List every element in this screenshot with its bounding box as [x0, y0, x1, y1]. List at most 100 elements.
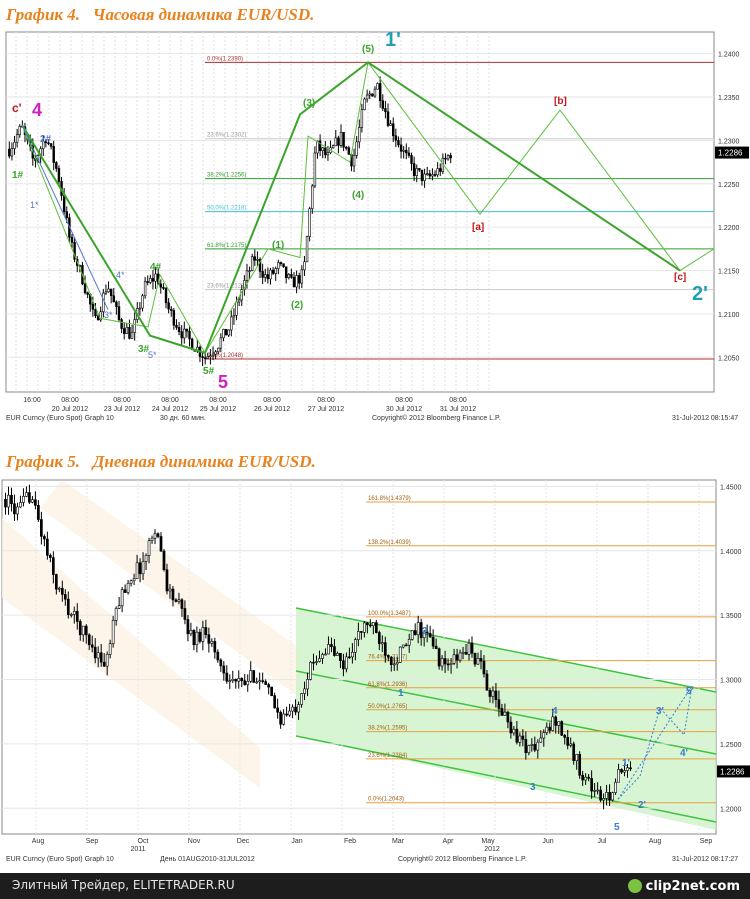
- candle-body: [330, 644, 333, 647]
- candle-body: [279, 711, 282, 725]
- candle-body: [279, 262, 283, 264]
- candle-body: [494, 690, 498, 701]
- candle-body: [222, 665, 226, 674]
- candle-body: [16, 506, 19, 515]
- candle-body: [334, 137, 337, 147]
- chart4-wave-label-g3: (3): [303, 98, 315, 109]
- candle-body: [290, 274, 293, 278]
- candle-body: [180, 599, 184, 609]
- candle-body: [112, 295, 115, 303]
- candle-body: [614, 781, 617, 793]
- chart5-x-tick: Aug: [32, 838, 45, 845]
- candle-body: [433, 174, 437, 176]
- candle-body: [138, 307, 142, 310]
- candle-body: [138, 562, 142, 575]
- candle-body: [22, 495, 25, 503]
- chart4-x-tick: 08:00: [395, 397, 413, 404]
- candle-body: [175, 324, 178, 328]
- candle-body: [66, 598, 70, 615]
- candle-body: [377, 632, 381, 645]
- candle-body: [147, 540, 151, 556]
- candle-body: [128, 326, 131, 339]
- candle-body: [420, 169, 424, 182]
- candle-body: [373, 88, 377, 97]
- candle-body: [557, 721, 561, 726]
- candle-body: [354, 639, 357, 653]
- candle-body: [297, 275, 301, 284]
- candle-body: [392, 663, 396, 666]
- candle-body: [81, 625, 85, 636]
- candle-body: [57, 168, 61, 182]
- candle-body: [443, 658, 447, 665]
- chart5-year-left: 2011: [130, 846, 145, 853]
- chart4-x-tick: 08:00: [263, 397, 281, 404]
- chart4-x-tick: 08:00: [161, 397, 179, 404]
- candle-body: [518, 735, 522, 743]
- candle-body: [245, 270, 249, 281]
- candle-body: [461, 651, 465, 654]
- chart4-footer-right: 31-Jul-2012 08:15:47: [672, 415, 738, 422]
- candle-body: [439, 168, 442, 172]
- candle-body: [394, 135, 398, 141]
- candle-body: [611, 792, 614, 801]
- candle-body: [348, 656, 351, 659]
- candle-body: [46, 538, 49, 556]
- candle-body: [115, 301, 118, 307]
- chart4-x-tick: 08:00: [317, 397, 335, 404]
- candle-body: [177, 327, 181, 332]
- footer-site-name: Элитный Трейдер, ELITETRADER.RU: [12, 878, 235, 892]
- candle-body: [111, 620, 115, 644]
- chart5-footer-copyright: Copyright© 2012 Bloomberg Finance L.P.: [398, 855, 527, 863]
- chart5-wave-label-w2: 2: [422, 626, 428, 637]
- candle-body: [331, 145, 335, 149]
- candle-body: [285, 713, 288, 716]
- chart5-x-tick: Sep: [86, 838, 99, 845]
- candle-body: [90, 644, 94, 648]
- candle-body: [309, 661, 312, 680]
- candle-body: [282, 263, 285, 268]
- candle-body: [407, 639, 411, 646]
- candle-body: [431, 636, 435, 647]
- candle-body: [572, 743, 576, 762]
- clip2net-logo[interactable]: clip2net.com: [627, 876, 740, 896]
- chart5-panel: 1.2000 1.2500 1.3000 1.3500 1.4000 1.4500 161.…: [0, 478, 750, 870]
- candle-body: [412, 163, 416, 176]
- chart4-y-tick: 1.2150: [718, 269, 740, 276]
- candle-body: [392, 123, 395, 137]
- candle-body: [488, 690, 492, 697]
- candle-body: [177, 599, 181, 602]
- candle-body: [248, 270, 251, 272]
- candle-body: [253, 256, 257, 261]
- candle-body: [130, 332, 134, 339]
- candle-body: [204, 627, 208, 635]
- candle-body: [389, 123, 392, 126]
- chart4-footer-left: EUR Curncy (Euro Spot) Graph 10: [6, 415, 114, 422]
- chart4-wave-label-w2: 2#: [40, 134, 52, 145]
- candle-body: [333, 646, 336, 656]
- candle-body: [189, 630, 193, 635]
- candle-body: [94, 309, 97, 317]
- candle-body: [407, 152, 411, 156]
- candle-body: [449, 155, 452, 159]
- chart4-x-tick: 08:00: [449, 397, 467, 404]
- chart4-fib-label: 61.8%(1.2175): [207, 243, 246, 249]
- candle-body: [172, 310, 176, 326]
- candle-body: [42, 141, 45, 149]
- chart5-x-tick: Aug: [649, 838, 662, 845]
- chart4-fib-label: 23.6%(1.2302): [207, 133, 246, 139]
- candle-body: [416, 622, 420, 636]
- chart5-y-tick: 1.4500: [720, 484, 742, 491]
- candle-body: [183, 328, 186, 339]
- chart4-wave-label-g1: (1): [272, 240, 284, 251]
- chart4-trend-line: [367, 61, 681, 272]
- candle-body: [374, 622, 378, 633]
- candle-body: [15, 134, 19, 143]
- candle-body: [225, 672, 229, 682]
- candle-body: [264, 681, 268, 685]
- candle-body: [383, 642, 387, 656]
- chart5-wave-label-w2p: 2': [638, 800, 646, 811]
- chart5-x-tick: Jul: [598, 838, 607, 845]
- candle-body: [83, 283, 87, 294]
- candle-body: [401, 644, 405, 648]
- chart5-green-channel-fill: [296, 608, 716, 830]
